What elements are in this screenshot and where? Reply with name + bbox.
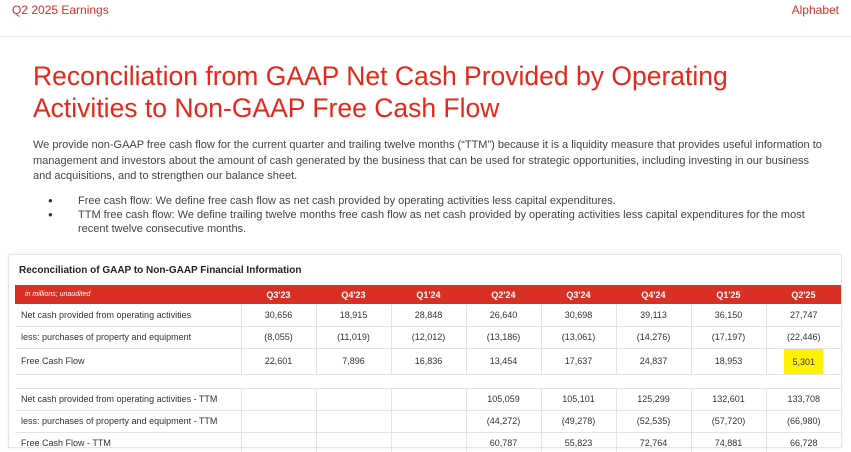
- table-cell: (44,272): [465, 410, 541, 433]
- table-cell: 66,728: [765, 432, 841, 452]
- table-title: Reconciliation of GAAP to Non-GAAP Finan…: [19, 265, 302, 276]
- table-cell: 55,823: [540, 432, 616, 452]
- table-cell: (49,278): [540, 410, 616, 433]
- table-cell: 74,881: [690, 432, 766, 452]
- table-cell: 27,747: [765, 304, 841, 327]
- table-cell: (13,061): [540, 326, 616, 349]
- highlight-marker: 5,301: [784, 348, 824, 374]
- table-cell: (66,980): [765, 410, 841, 433]
- table-cell: 105,059: [465, 388, 541, 411]
- intro-paragraph: We provide non-GAAP free cash flow for t…: [33, 139, 822, 182]
- table-spacer-row: [15, 374, 841, 389]
- row-label: Net cash provided from operating activit…: [15, 304, 241, 327]
- table-cell: 28,848: [390, 304, 466, 327]
- row-label: Free Cash Flow - TTM: [15, 432, 241, 452]
- table-row-free-cash-flow-ttm: Free Cash Flow - TTM 60,787 55,823 72,76…: [15, 432, 841, 452]
- table-cell: [315, 410, 391, 433]
- company-logo-text: Alphabet: [791, 3, 839, 17]
- column-header: Q3'23: [241, 285, 316, 304]
- table-cell: (22,446): [765, 326, 841, 349]
- table-row-operating-cash-ttm: Net cash provided from operating activit…: [15, 388, 841, 411]
- slide-title: Reconciliation from GAAP Net Cash Provid…: [33, 61, 728, 123]
- table-cell: [390, 388, 466, 411]
- table-cell: (13,186): [465, 326, 541, 349]
- table-cell: 30,698: [540, 304, 616, 327]
- table-cell: 18,915: [315, 304, 391, 327]
- table-cell: [390, 410, 466, 433]
- table-cell: [390, 432, 466, 452]
- table-cell: 22,601: [240, 348, 316, 375]
- table-cell: 132,601: [690, 388, 766, 411]
- table-cell-highlighted: 5,301: [765, 348, 841, 375]
- table-cell: 36,150: [690, 304, 766, 327]
- row-label: less: purchases of property and equipmen…: [15, 326, 241, 349]
- table-cell: 17,637: [540, 348, 616, 375]
- table-cell: [315, 388, 391, 411]
- table-cell: (14,276): [615, 326, 691, 349]
- table-row-operating-cash: Net cash provided from operating activit…: [15, 304, 841, 327]
- definition-list: Free cash flow: We define free cash flow…: [48, 194, 823, 236]
- column-header: Q2'25: [766, 285, 841, 304]
- table-cell: 26,640: [465, 304, 541, 327]
- table-cell: 60,787: [465, 432, 541, 452]
- table-row-free-cash-flow: Free Cash Flow 22,601 7,896 16,836 13,45…: [15, 348, 841, 375]
- reconciliation-table-card: Reconciliation of GAAP to Non-GAAP Finan…: [8, 254, 842, 452]
- column-header: Q1'25: [691, 285, 766, 304]
- definition-item-ttm-fcf: TTM free cash flow: We define trailing t…: [48, 208, 823, 236]
- table-cell: [315, 432, 391, 452]
- column-header: Q1'24: [391, 285, 466, 304]
- column-header: Q4'23: [316, 285, 391, 304]
- column-header: Q3'24: [541, 285, 616, 304]
- table-cell: 125,299: [615, 388, 691, 411]
- table-cell: (57,720): [690, 410, 766, 433]
- table-cell: 133,708: [765, 388, 841, 411]
- table-cell: 105,101: [540, 388, 616, 411]
- table-header-row: in millions; unaudited Q3'23 Q4'23 Q1'24…: [15, 285, 841, 304]
- table-cell: 18,953: [690, 348, 766, 375]
- table-cell: (52,535): [615, 410, 691, 433]
- table-cell: [240, 410, 316, 433]
- unit-label: in millions; unaudited: [15, 285, 241, 304]
- header-divider: [0, 36, 851, 37]
- top-bar: Q2 2025 Earnings Alphabet: [0, 0, 851, 24]
- report-label: Q2 2025 Earnings: [12, 3, 109, 17]
- row-label: Net cash provided from operating activit…: [15, 388, 241, 411]
- table-cell: 39,113: [615, 304, 691, 327]
- table-cell: 72,764: [615, 432, 691, 452]
- table-row-capex: less: purchases of property and equipmen…: [15, 326, 841, 349]
- table-cell: (17,197): [690, 326, 766, 349]
- definition-item-fcf: Free cash flow: We define free cash flow…: [48, 194, 823, 208]
- table-row-capex-ttm: less: purchases of property and equipmen…: [15, 410, 841, 433]
- row-label: Free Cash Flow: [15, 348, 241, 375]
- table-cell: 13,454: [465, 348, 541, 375]
- table-cell: (8,055): [240, 326, 316, 349]
- column-header: Q4'24: [616, 285, 691, 304]
- table-cell: 7,896: [315, 348, 391, 375]
- table-cell: (12,012): [390, 326, 466, 349]
- row-label: less: purchases of property and equipmen…: [15, 410, 241, 433]
- table-cell: (11,019): [315, 326, 391, 349]
- table-cell: 16,836: [390, 348, 466, 375]
- column-header: Q2'24: [466, 285, 541, 304]
- table-cell: [240, 432, 316, 452]
- table-cell: 30,656: [240, 304, 316, 327]
- reconciliation-table: in millions; unaudited Q3'23 Q4'23 Q1'24…: [15, 285, 841, 452]
- table-cell: [240, 388, 316, 411]
- table-cell: 24,837: [615, 348, 691, 375]
